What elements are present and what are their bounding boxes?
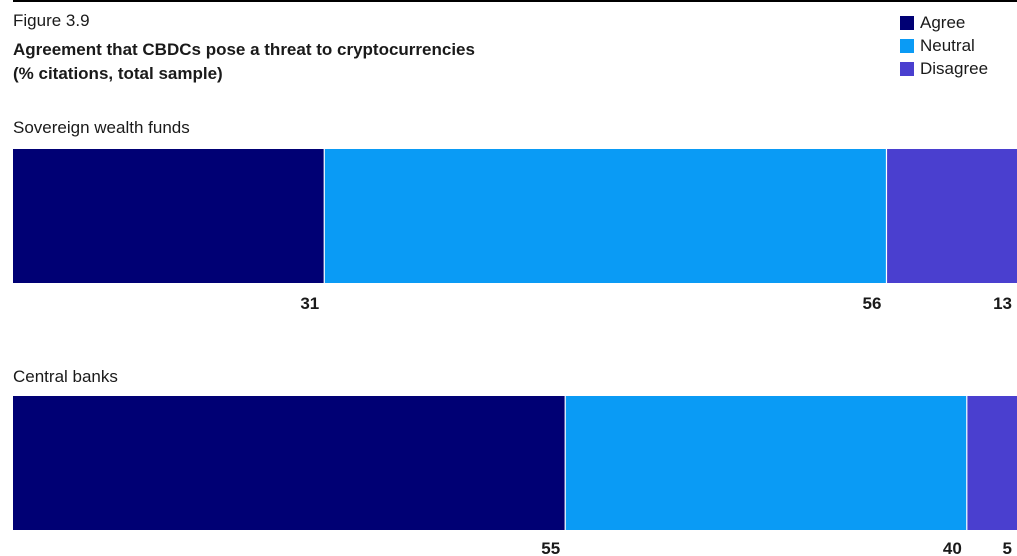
bar-central-banks-disagree [966,396,1017,530]
category-label-sovereign-wealth-funds: Sovereign wealth funds [13,118,190,137]
chart-title: Agreement that CBDCs pose a threat to cr… [13,38,475,86]
figure-label: Figure 3.9 [13,11,90,30]
legend-swatch-agree [900,15,914,30]
legend-item-disagree: Disagree [900,57,1017,80]
chart-title-line2: (% citations, total sample) [13,64,223,83]
legend-swatch-neutral [900,38,914,53]
legend-item-neutral: Neutral [900,34,1017,57]
value-label-central-banks-neutral: 40 [943,539,962,556]
value-label-sovereign-wealth-funds-disagree: 13 [993,294,1012,313]
value-label-sovereign-wealth-funds-agree: 31 [300,294,319,313]
value-label-central-banks-agree: 55 [541,539,560,556]
legend: Agree Neutral Disagree [900,11,1017,80]
legend-item-agree: Agree [900,11,1017,34]
value-label-central-banks-disagree: 5 [1003,539,1012,556]
top-rule [13,0,1017,2]
legend-label-agree: Agree [920,12,966,32]
bar-central-banks-agree [13,396,566,530]
category-label-central-banks: Central banks [13,367,118,386]
value-label-sovereign-wealth-funds-neutral: 56 [863,294,882,313]
legend-swatch-disagree [900,61,914,76]
legend-label-disagree: Disagree [920,58,989,78]
bar-sovereign-wealth-funds-disagree [886,149,1017,283]
bar-central-banks-neutral [565,396,967,530]
bar-sovereign-wealth-funds-agree [13,149,325,283]
bar-sovereign-wealth-funds-neutral [324,149,887,283]
chart-title-line1: Agreement that CBDCs pose a threat to cr… [13,40,475,59]
legend-label-neutral: Neutral [920,35,975,55]
